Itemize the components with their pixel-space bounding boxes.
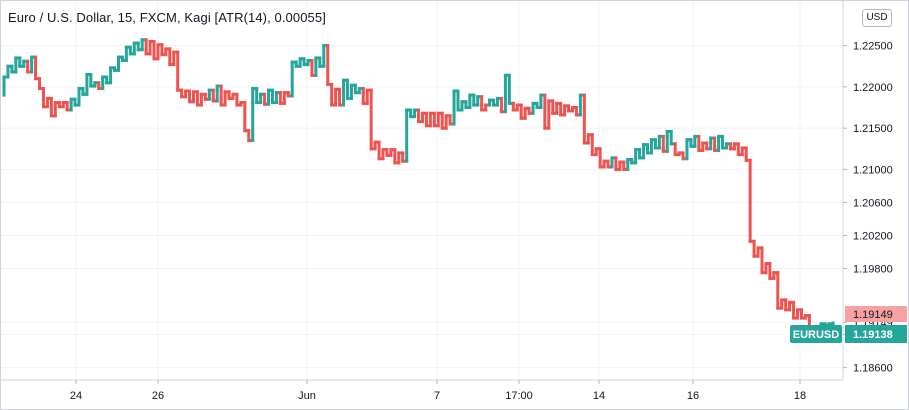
x-tick-label: 16 xyxy=(687,390,699,402)
x-tick-label: Jun xyxy=(298,390,316,402)
x-tick-label: 7 xyxy=(434,390,440,402)
current-price-label-bg xyxy=(845,325,907,343)
y-tick-label: 1.20600 xyxy=(853,197,893,209)
y-tick-label: 1.22000 xyxy=(853,82,893,94)
chart-title: Euro / U.S. Dollar, 15, FXCM, Kagi [ATR(… xyxy=(8,10,326,25)
currency-button[interactable]: USD xyxy=(862,9,892,27)
y-tick-label: 1.22500 xyxy=(853,41,893,53)
previous-price-label-bg xyxy=(845,306,907,322)
y-tick-label: 1.20200 xyxy=(853,231,893,243)
kagi-series xyxy=(2,38,835,341)
grid-lines xyxy=(1,1,843,380)
x-tick-label: 18 xyxy=(794,390,806,402)
symbol-label: EURUSD xyxy=(793,329,840,341)
y-tick-label: 1.21000 xyxy=(853,164,893,176)
symbol-label-bg xyxy=(790,325,842,343)
current-price-label: 1.19138 xyxy=(853,329,893,341)
price-labels: 1.19149 EURUSD 1.19138 xyxy=(790,306,907,343)
x-tick-label: 26 xyxy=(152,390,164,402)
y-tick-label: 1.18600 xyxy=(853,363,893,375)
x-tick-label: 24 xyxy=(70,390,82,402)
y-tick-label: 1.19800 xyxy=(853,264,893,276)
price-axis[interactable]: 1.22500 1.22000 1.21500 1.21000 1.20600 1.202… xyxy=(843,41,893,375)
time-axis[interactable]: 24 26 Jun 7 17:00 14 16 18 xyxy=(70,380,806,402)
previous-price-label: 1.19149 xyxy=(853,309,893,321)
x-tick-label: 14 xyxy=(593,390,605,402)
x-tick-label: 17:00 xyxy=(505,390,533,402)
y-tick-label: 1.21500 xyxy=(853,123,893,135)
